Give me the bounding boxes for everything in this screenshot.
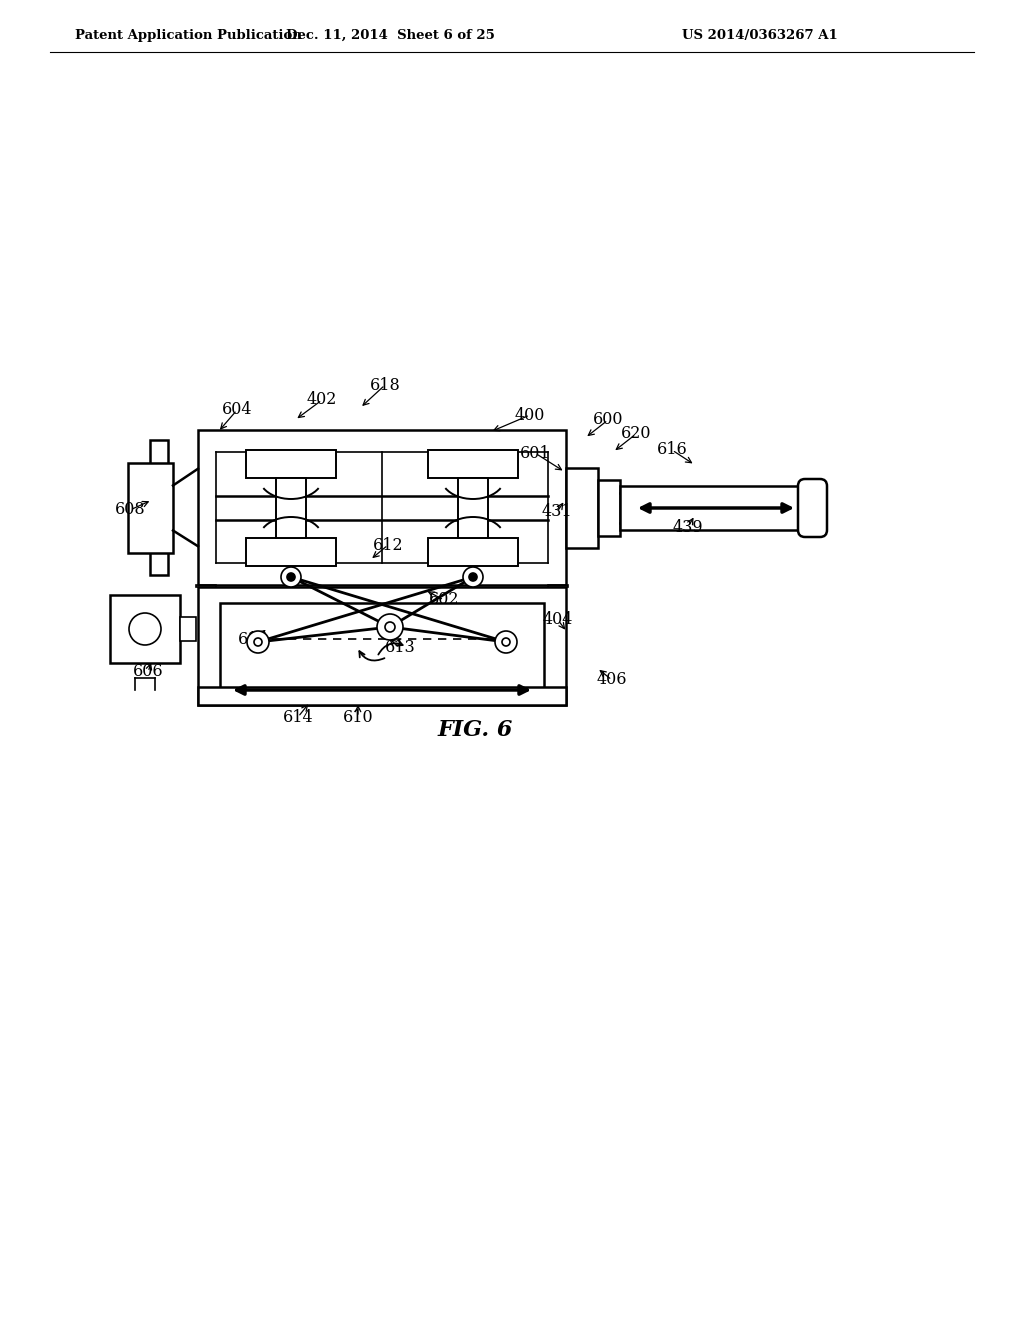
Bar (620, 486, 805, 531)
Text: 612: 612 (373, 536, 403, 553)
Bar (566, 469, 598, 548)
Text: 616: 616 (656, 441, 687, 458)
Circle shape (463, 568, 483, 587)
Bar (428, 450, 518, 478)
Bar (198, 686, 566, 705)
Bar (458, 478, 488, 539)
Circle shape (247, 631, 269, 653)
Text: FIG. 6: FIG. 6 (437, 719, 513, 741)
Text: 608: 608 (115, 502, 145, 519)
Circle shape (254, 638, 262, 645)
Bar (428, 539, 518, 566)
Text: 431: 431 (542, 503, 572, 520)
Bar (246, 450, 336, 478)
Bar (246, 539, 336, 566)
Text: 606: 606 (133, 664, 163, 681)
Bar (180, 616, 196, 642)
Bar (220, 603, 544, 693)
Bar (196, 585, 216, 587)
Text: US 2014/0363267 A1: US 2014/0363267 A1 (682, 29, 838, 41)
Text: 404: 404 (543, 611, 573, 628)
Circle shape (287, 573, 295, 581)
Text: 600: 600 (593, 412, 624, 429)
Circle shape (385, 622, 395, 632)
Text: 615: 615 (238, 631, 268, 648)
Bar (198, 430, 566, 585)
Bar (598, 480, 620, 536)
Bar (128, 463, 173, 553)
Circle shape (502, 638, 510, 645)
Text: 604: 604 (222, 401, 252, 418)
Bar (198, 587, 566, 705)
Text: 439: 439 (673, 519, 703, 536)
Text: 618: 618 (370, 376, 400, 393)
Text: 601: 601 (520, 445, 550, 462)
Circle shape (495, 631, 517, 653)
Circle shape (281, 568, 301, 587)
FancyBboxPatch shape (798, 479, 827, 537)
Text: 406: 406 (597, 672, 628, 689)
Text: Dec. 11, 2014  Sheet 6 of 25: Dec. 11, 2014 Sheet 6 of 25 (286, 29, 495, 41)
Text: 602: 602 (429, 591, 459, 609)
Circle shape (469, 573, 477, 581)
Text: 613: 613 (385, 639, 416, 656)
Text: Patent Application Publication: Patent Application Publication (75, 29, 302, 41)
Circle shape (377, 614, 403, 640)
Text: 610: 610 (343, 709, 374, 726)
Text: 400: 400 (515, 407, 545, 424)
Text: 402: 402 (307, 392, 337, 408)
Bar (150, 440, 168, 576)
Circle shape (129, 612, 161, 645)
Bar (276, 478, 306, 539)
Text: 620: 620 (621, 425, 651, 442)
Text: 614: 614 (283, 709, 313, 726)
Bar (110, 595, 180, 663)
Bar (548, 585, 568, 587)
